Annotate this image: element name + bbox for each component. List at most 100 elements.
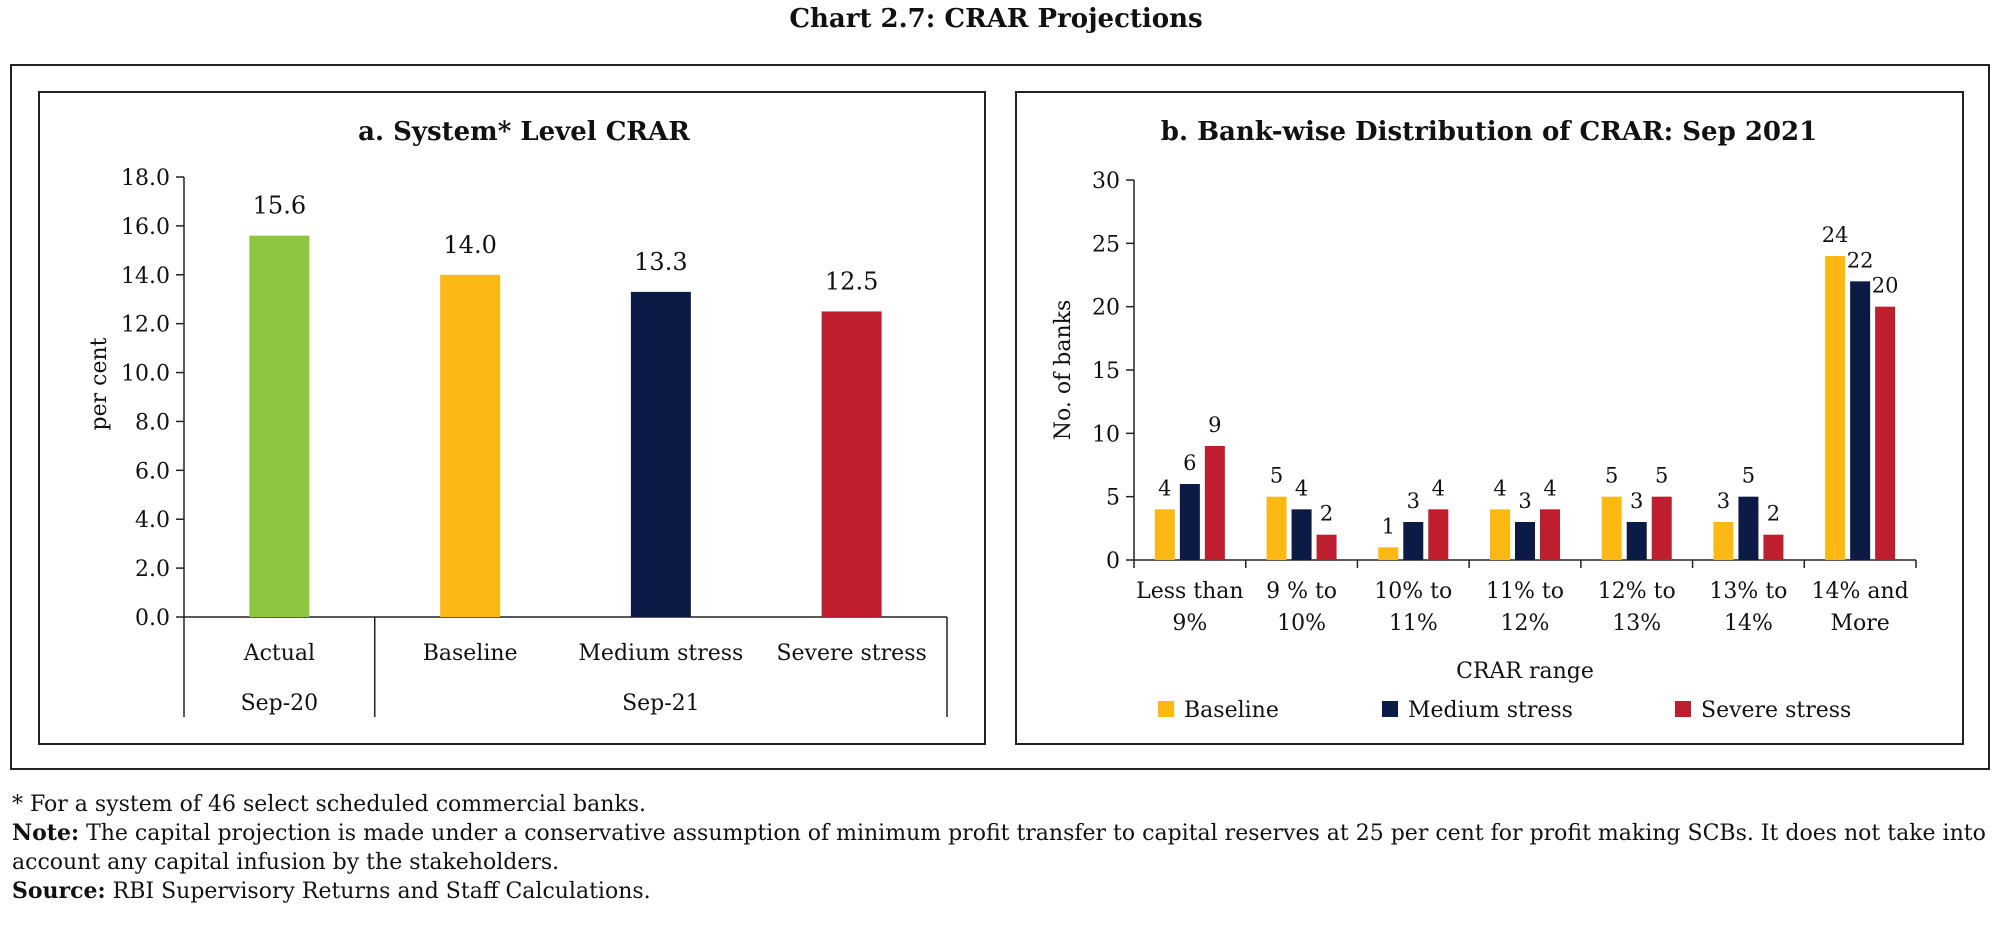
panel-b-bar (1825, 256, 1846, 560)
panel-b-bar (1601, 496, 1622, 560)
panel-b-bar (1490, 509, 1510, 560)
panel-b-bar (1651, 496, 1672, 560)
panel-a-group-label: Sep-21 (622, 691, 700, 716)
panel-b-data-label: 3 (1717, 489, 1730, 513)
panel-a-y-tick-label: 18.0 (121, 166, 170, 191)
panel-b-data-label: 3 (1630, 489, 1643, 513)
panel-b-legend-label: Medium stress (1408, 698, 1573, 723)
panel-a-bar (630, 291, 691, 617)
panel-b-bar (1850, 281, 1871, 560)
panel-b-x-category-label: 14% (1724, 611, 1773, 636)
panel-b-data-label: 5 (1605, 464, 1618, 488)
panel-a-y-tick-label: 10.0 (121, 362, 170, 387)
chart-main-title: Chart 2.7: CRAR Projections (789, 4, 1203, 34)
panel-b-y-tick-label: 15 (1092, 359, 1120, 384)
note-label: Note: (12, 820, 80, 846)
panel-b-data-label: 3 (1518, 489, 1531, 513)
panel-a-frame (38, 91, 986, 745)
panel-a-y-tick-label: 4.0 (135, 508, 170, 533)
panel-b-x-category-label: 13% (1612, 611, 1661, 636)
panel-b-legend-swatch (1382, 701, 1398, 717)
panel-b-data-label: 24 (1822, 223, 1849, 247)
panel-b-data-label: 9 (1208, 413, 1221, 437)
panel-a-group-label: Sep-20 (241, 691, 319, 716)
panel-a-y-tick-label: 14.0 (121, 264, 170, 289)
panel-b-y-tick-label: 0 (1106, 549, 1120, 574)
panel-b-data-label: 22 (1847, 248, 1874, 272)
panel-b-x-category-label: 11% (1389, 611, 1438, 636)
panel-b-y-tick-label: 30 (1092, 169, 1120, 194)
panel-b-bar (1378, 547, 1399, 560)
source-text: RBI Supervisory Returns and Staff Calcul… (105, 879, 651, 904)
panel-b-x-axis-label: CRAR range (1456, 659, 1594, 684)
panel-b-bar (1515, 522, 1535, 560)
source-paragraph: Source: RBI Supervisory Returns and Staf… (12, 877, 1987, 906)
panel-b-x-category-label: 13% to (1709, 579, 1787, 604)
panel-b-bar (1428, 509, 1449, 560)
panel-b-bar (1266, 496, 1287, 560)
panel-b-data-label: 4 (1295, 476, 1308, 500)
panel-b-x-category-label: 9 % to (1266, 579, 1337, 604)
panel-b-title: b. Bank-wise Distribution of CRAR: Sep 2… (1161, 117, 1817, 147)
panel-b-y-tick-label: 10 (1092, 422, 1120, 447)
panel-b-y-tick-label: 25 (1092, 232, 1120, 257)
panel-b-data-label: 20 (1872, 274, 1899, 298)
panel-b-bar (1763, 534, 1784, 560)
panel-b-x-category-label: 11% to (1486, 579, 1564, 604)
panel-b-x-category-label: 12% to (1598, 579, 1676, 604)
notes-section: * For a system of 46 select scheduled co… (12, 790, 1987, 906)
panel-b-bar (1738, 496, 1759, 560)
panel-b-data-label: 4 (1158, 476, 1171, 500)
panel-b-data-label: 1 (1382, 514, 1395, 538)
panel-b-data-label: 4 (1543, 476, 1556, 500)
panel-a-data-label: 14.0 (443, 231, 496, 259)
panel-b-data-label: 5 (1270, 464, 1283, 488)
panel-b-bar (1540, 509, 1560, 560)
panel-a-y-tick-label: 16.0 (121, 215, 170, 240)
panel-b-legend-swatch (1675, 701, 1691, 717)
panel-a-data-label: 15.6 (253, 192, 306, 220)
panel-b-x-category-label: 10% (1277, 611, 1326, 636)
panel-b-data-label: 3 (1407, 489, 1420, 513)
panel-a-y-tick-label: 8.0 (135, 410, 170, 435)
panel-a-y-tick-label: 12.0 (121, 313, 170, 338)
panel-b-bar (1154, 509, 1175, 560)
panel-a-y-axis-label: per cent (87, 337, 112, 430)
panel-a-x-category-label: Severe stress (776, 641, 926, 666)
panel-a-y-tick-label: 6.0 (135, 459, 170, 484)
panel-a-bar (440, 274, 501, 617)
panel-b-data-label: 4 (1432, 476, 1445, 500)
panel-b-x-category-label: 10% to (1374, 579, 1452, 604)
panel-a-data-label: 13.3 (634, 248, 687, 276)
outer-frame (10, 64, 1990, 770)
panel-a-x-category-label: Medium stress (578, 641, 743, 666)
panel-b-data-label: 5 (1655, 464, 1668, 488)
panel-b-y-tick-label: 20 (1092, 296, 1120, 321)
panel-a-y-tick-label: 0.0 (135, 606, 170, 631)
panel-b-bar (1316, 534, 1337, 560)
panel-b-y-axis-label: No. of banks (1051, 300, 1076, 440)
panel-b-x-category-label: 14% and (1812, 579, 1909, 604)
panel-b-data-label: 5 (1742, 464, 1755, 488)
panel-b-data-label: 2 (1767, 502, 1780, 526)
panel-b-bar (1875, 306, 1896, 560)
source-label: Source: (12, 878, 106, 904)
panel-a-bar (821, 311, 882, 617)
panel-b-legend-swatch (1158, 701, 1174, 717)
panel-b-data-label: 2 (1320, 502, 1333, 526)
panel-a-x-category-label: Baseline (423, 641, 518, 666)
panel-a-x-category-label: Actual (243, 641, 315, 666)
panel-a-data-label: 12.5 (825, 267, 878, 295)
note-paragraph: Note: The capital projection is made und… (12, 819, 1987, 877)
panel-a-bar (249, 235, 310, 617)
panel-b-legend-label: Severe stress (1701, 698, 1851, 723)
note-text: The capital projection is made under a c… (12, 821, 1986, 875)
panel-a-title: a. System* Level CRAR (358, 117, 690, 147)
panel-b-bar (1626, 522, 1647, 560)
panel-b-x-category-label: 9% (1172, 611, 1207, 636)
panel-b-frame (1015, 91, 1964, 745)
panel-b-x-category-label: 12% (1501, 611, 1550, 636)
panel-b-bar (1204, 446, 1225, 560)
panel-b-data-label: 6 (1183, 451, 1196, 475)
